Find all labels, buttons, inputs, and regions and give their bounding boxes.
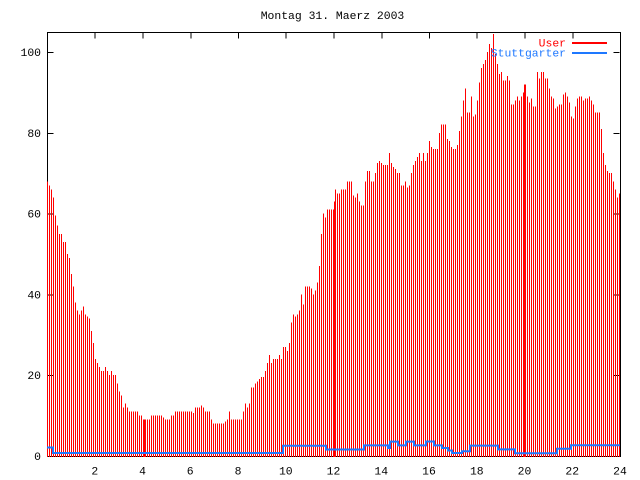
svg-text:60: 60 [27,210,41,222]
svg-text:24: 24 [613,467,627,479]
svg-text:12: 12 [327,467,341,479]
svg-text:22: 22 [565,467,579,479]
svg-text:User: User [539,39,566,51]
svg-text:0: 0 [34,452,41,464]
svg-text:16: 16 [422,467,436,479]
svg-text:4: 4 [139,467,146,479]
svg-text:6: 6 [187,467,194,479]
svg-text:14: 14 [374,467,388,479]
svg-text:10: 10 [279,467,293,479]
svg-text:80: 80 [27,129,41,141]
svg-text:Stuttgarter: Stuttgarter [491,49,566,61]
svg-text:20: 20 [518,467,532,479]
svg-text:20: 20 [27,371,41,383]
svg-text:40: 40 [27,290,41,302]
svg-text:8: 8 [235,467,242,479]
svg-text:18: 18 [470,467,484,479]
svg-text:100: 100 [20,48,41,60]
svg-text:Montag 31. Maerz 2003: Montag 31. Maerz 2003 [261,11,405,23]
svg-text:2: 2 [91,467,98,479]
